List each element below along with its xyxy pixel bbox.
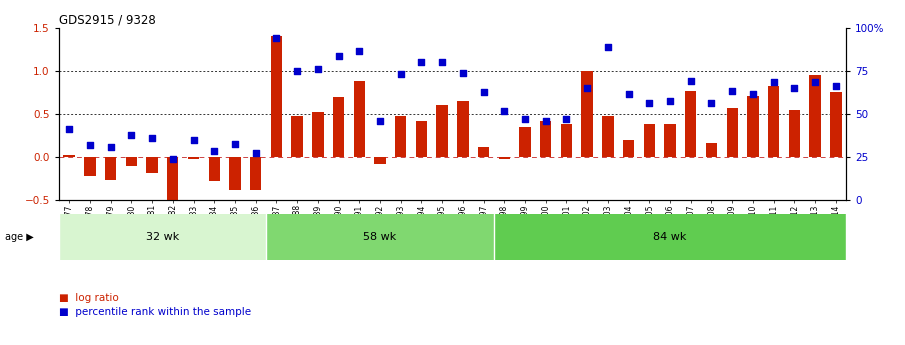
Point xyxy=(166,156,180,161)
Point xyxy=(538,118,553,124)
Point xyxy=(662,98,677,104)
Point xyxy=(601,45,615,50)
Bar xyxy=(291,117,303,157)
Point xyxy=(704,100,719,106)
Bar xyxy=(271,36,282,157)
Text: age ▶: age ▶ xyxy=(5,232,33,242)
Bar xyxy=(333,97,344,157)
Point xyxy=(622,91,636,97)
Text: ■  log ratio: ■ log ratio xyxy=(59,294,119,303)
Bar xyxy=(395,117,406,157)
Text: 84 wk: 84 wk xyxy=(653,232,687,242)
Bar xyxy=(312,112,323,157)
Bar xyxy=(623,140,634,157)
Point xyxy=(580,85,595,91)
Bar xyxy=(208,157,220,181)
Text: ■  percentile rank within the sample: ■ percentile rank within the sample xyxy=(59,307,251,317)
Point xyxy=(394,71,408,77)
Bar xyxy=(830,92,842,157)
Point xyxy=(62,126,76,131)
Point xyxy=(373,118,387,124)
Bar xyxy=(788,110,800,157)
Point xyxy=(725,88,739,93)
Bar xyxy=(494,214,846,260)
Point xyxy=(207,148,222,154)
Bar xyxy=(84,157,96,176)
Text: 32 wk: 32 wk xyxy=(146,232,179,242)
Bar xyxy=(540,121,551,157)
Point xyxy=(746,91,760,97)
Point xyxy=(455,71,470,76)
Point xyxy=(787,85,802,91)
Point xyxy=(186,137,201,142)
Point xyxy=(352,48,367,54)
Point xyxy=(767,79,781,85)
Bar xyxy=(354,81,365,157)
Bar xyxy=(478,147,490,157)
Bar xyxy=(59,214,266,260)
Bar xyxy=(582,71,593,157)
Point xyxy=(82,142,97,148)
Point xyxy=(248,150,263,155)
Bar xyxy=(63,155,75,157)
Point xyxy=(310,66,325,72)
Bar xyxy=(768,86,779,157)
Bar xyxy=(229,157,241,190)
Bar xyxy=(250,157,262,190)
Point xyxy=(497,108,511,114)
Bar xyxy=(706,143,717,157)
Text: 58 wk: 58 wk xyxy=(363,232,396,242)
Bar xyxy=(147,157,157,172)
Bar xyxy=(748,96,758,157)
Point xyxy=(518,116,532,122)
Point xyxy=(414,59,429,65)
Point xyxy=(808,79,823,85)
Bar xyxy=(602,117,614,157)
Bar xyxy=(457,101,469,157)
Point xyxy=(269,35,283,41)
Point xyxy=(476,90,491,95)
Point xyxy=(290,68,304,73)
Bar xyxy=(188,157,199,159)
Point xyxy=(124,132,138,137)
Bar xyxy=(266,214,494,260)
Bar xyxy=(167,157,178,202)
Bar xyxy=(436,105,448,157)
Point xyxy=(643,100,657,106)
Bar xyxy=(519,127,530,157)
Bar xyxy=(375,157,386,164)
Point xyxy=(435,59,450,65)
Bar xyxy=(105,157,117,180)
Text: GDS2915 / 9328: GDS2915 / 9328 xyxy=(59,13,156,27)
Bar xyxy=(499,157,510,159)
Point xyxy=(103,144,118,149)
Point xyxy=(331,53,346,59)
Bar xyxy=(643,124,655,157)
Bar xyxy=(415,121,427,157)
Bar xyxy=(809,75,821,157)
Bar xyxy=(561,124,572,157)
Bar xyxy=(664,124,676,157)
Point xyxy=(145,135,159,141)
Bar xyxy=(126,157,137,166)
Point xyxy=(829,83,843,89)
Point xyxy=(559,116,574,122)
Bar xyxy=(727,108,738,157)
Bar xyxy=(685,90,697,157)
Point xyxy=(683,78,698,84)
Point xyxy=(228,141,243,147)
